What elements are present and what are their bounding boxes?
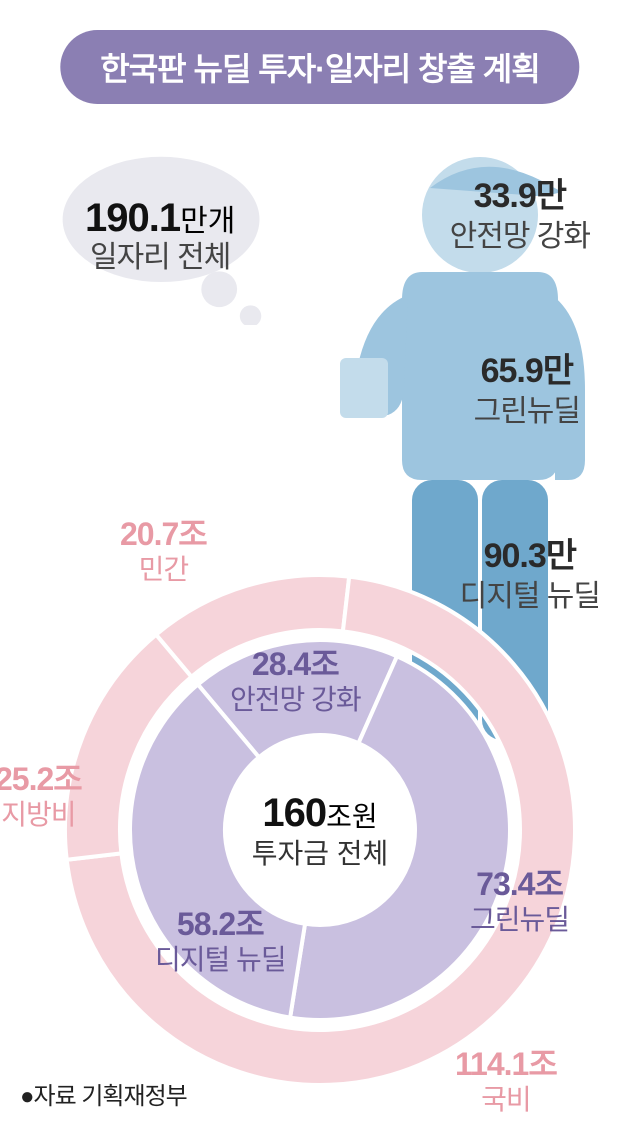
outer-seg-local: 25.2조 지방비 — [0, 760, 82, 832]
donut-chart: 160조원 투자금 전체 28.4조 안전망 강화 73.4조 그린뉴딜 58.… — [50, 560, 590, 1100]
job-value: 33.9만 — [450, 175, 590, 218]
page-title: 한국판 뉴딜 투자·일자리 창출 계획 — [60, 30, 579, 104]
inner-seg-green: 73.4조 그린뉴딜 — [470, 865, 569, 937]
center-value: 160 — [262, 791, 326, 835]
thought-value: 190.1 — [85, 196, 180, 240]
seg-value: 28.4조 — [230, 645, 361, 683]
outer-seg-private: 20.7조 민간 — [120, 515, 207, 587]
seg-value: 20.7조 — [120, 515, 207, 553]
seg-value: 58.2조 — [155, 905, 286, 943]
source-note: ●자료 기획재정부 — [20, 1076, 187, 1111]
job-value: 65.9만 — [474, 350, 580, 393]
seg-name: 국비 — [455, 1083, 557, 1117]
seg-name: 안전망 강화 — [230, 683, 361, 717]
inner-seg-safety: 28.4조 안전망 강화 — [230, 645, 361, 717]
job-name: 안전망 강화 — [450, 218, 590, 256]
seg-value: 25.2조 — [0, 760, 82, 798]
seg-name: 그린뉴딜 — [470, 903, 569, 937]
thought-total: 190.1만개 일자리 전체 — [85, 195, 235, 276]
inner-seg-digital: 58.2조 디지털 뉴딜 — [155, 905, 286, 977]
seg-name: 민간 — [120, 553, 207, 587]
center-unit: 조원 — [326, 801, 378, 832]
center-label: 투자금 전체 — [252, 838, 389, 869]
job-item-safety: 33.9만 안전망 강화 — [450, 175, 590, 255]
outer-seg-national: 114.1조 국비 — [455, 1045, 557, 1117]
seg-value: 114.1조 — [455, 1045, 557, 1083]
thought-label: 일자리 전체 — [90, 241, 230, 274]
seg-name: 지방비 — [0, 798, 82, 832]
seg-value: 73.4조 — [470, 865, 569, 903]
job-name: 그린뉴딜 — [474, 393, 580, 431]
seg-name: 디지털 뉴딜 — [155, 943, 286, 977]
job-item-green: 65.9만 그린뉴딜 — [474, 350, 580, 430]
donut-center-label: 160조원 투자금 전체 — [252, 789, 389, 871]
thought-unit: 만개 — [180, 205, 235, 238]
